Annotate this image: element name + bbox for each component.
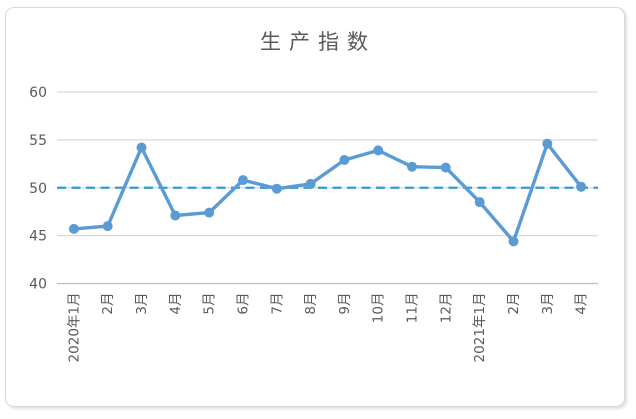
data-point-marker-2021年1月 [474,197,485,208]
x-axis-label-9月: 9月 [337,293,353,315]
x-axis-label-10月: 10月 [371,293,387,324]
x-axis-label-5月: 5月 [202,293,218,315]
data-point-marker-4月 [576,181,587,192]
x-axis-label-6月: 6月 [235,293,251,315]
data-point-marker-2月 [102,221,113,232]
data-point-marker-3月 [542,138,553,149]
data-point-marker-3月 [136,142,147,153]
data-point-marker-2020年1月 [68,223,79,234]
data-point-marker-4月 [170,210,181,221]
y-axis-label-45: 45 [29,229,47,245]
y-axis-label-55: 55 [29,133,47,149]
data-point-marker-10月 [373,145,384,156]
x-axis-label-4月: 4月 [574,293,590,315]
data-point-marker-6月 [238,175,248,186]
x-axis-label-2月: 2月 [100,293,116,315]
x-axis-label-2月: 2月 [506,293,522,315]
data-point-marker-7月 [271,183,282,194]
data-point-marker-2月 [508,236,519,247]
data-point-marker-11月 [407,161,417,172]
x-axis-label-2021年1月: 2021年1月 [472,293,488,363]
data-point-marker-8月 [305,178,316,189]
x-axis-label-12月: 12月 [438,293,454,324]
x-axis-label-2020年1月: 2020年1月 [66,293,82,363]
y-axis-label-60: 60 [29,85,47,101]
data-point-marker-9月 [339,155,350,165]
x-axis-label-4月: 4月 [168,293,184,315]
x-axis-label-3月: 3月 [540,293,556,315]
chart-frame [5,7,625,407]
series-line [72,141,583,244]
y-axis-label-40: 40 [29,277,47,293]
data-point-marker-12月 [440,162,451,173]
y-axis-label-50: 50 [29,181,47,197]
x-axis-label-3月: 3月 [134,293,150,315]
data-point-marker-5月 [204,207,215,218]
x-axis-label-11月: 11月 [405,293,421,324]
x-axis-label-8月: 8月 [303,293,319,315]
x-axis-label-7月: 7月 [269,293,285,315]
